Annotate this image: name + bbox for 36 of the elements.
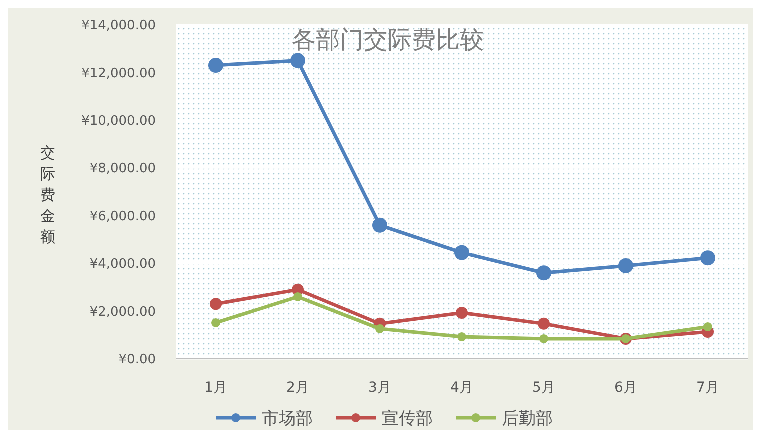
x-tick-label: 2月 <box>286 380 310 396</box>
y-tick-label: ¥0.00 <box>118 352 156 368</box>
point <box>540 334 548 344</box>
y-tick-label: ¥8,000.00 <box>90 162 156 177</box>
point <box>458 332 466 342</box>
point <box>538 318 550 330</box>
point <box>536 266 552 281</box>
y-tick-label: ¥4,000.00 <box>90 257 156 272</box>
point <box>294 292 302 302</box>
point <box>376 324 384 334</box>
legend-label: 后勤部 <box>502 408 553 429</box>
y-tick-label: ¥12,000.00 <box>82 66 156 82</box>
y-tick-label: ¥6,000.00 <box>90 209 156 224</box>
x-tick-label: 7月 <box>696 380 720 396</box>
point <box>372 218 388 233</box>
point <box>618 258 634 274</box>
point <box>212 318 220 328</box>
point <box>210 298 222 310</box>
x-tick-label: 3月 <box>368 380 392 396</box>
y-axis-title: 交际费金额 <box>40 144 56 246</box>
x-tick-label: 5月 <box>532 380 556 396</box>
point <box>704 322 712 332</box>
point <box>456 306 468 319</box>
point <box>290 53 306 68</box>
y-tick-label: ¥14,000.00 <box>82 18 156 34</box>
y-tick-label: ¥10,000.00 <box>82 114 156 129</box>
point <box>454 245 470 260</box>
x-tick-label: 1月 <box>204 380 228 396</box>
chart-title: 各部门交际费比较 <box>292 26 484 54</box>
y-tick-label: ¥2,000.00 <box>90 304 156 320</box>
x-tick-label: 4月 <box>450 380 474 396</box>
legend-label: 宣传部 <box>382 408 433 429</box>
legend-label: 市场部 <box>262 408 313 429</box>
point <box>208 58 224 74</box>
point <box>700 250 716 266</box>
x-tick-label: 6月 <box>614 380 638 396</box>
